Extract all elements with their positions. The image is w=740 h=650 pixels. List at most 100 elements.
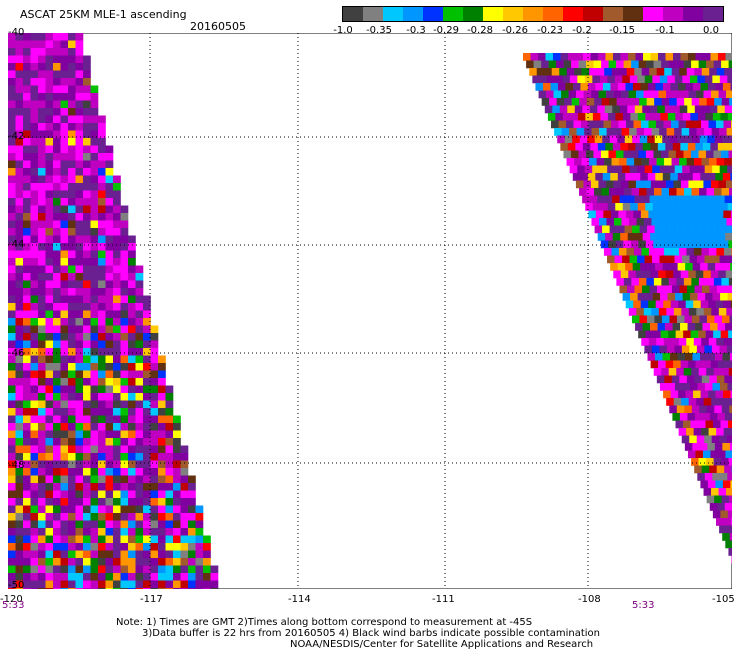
wind-cell (113, 460, 121, 469)
wind-cell (681, 398, 689, 406)
wind-cell (38, 483, 46, 491)
wind-cell (678, 300, 687, 309)
wind-cell (158, 370, 166, 379)
wind-cell (68, 340, 76, 349)
wind-cell (53, 513, 61, 521)
wind-cell (15, 415, 24, 424)
wind-cell (650, 270, 659, 279)
color-scale-swatch (503, 7, 523, 21)
wind-cell (75, 93, 84, 101)
wind-cell (721, 60, 729, 69)
wind-cell (8, 498, 16, 506)
wind-cell (666, 128, 675, 136)
wind-cell (8, 288, 16, 296)
wind-cell (667, 293, 676, 301)
wind-cell (624, 188, 632, 196)
wind-cell (684, 135, 693, 144)
wind-cell (610, 83, 619, 91)
wind-cell (726, 488, 732, 496)
wind-cell (68, 243, 76, 251)
wind-cell (650, 143, 659, 151)
wind-cell (717, 450, 726, 459)
wind-cell (30, 550, 39, 559)
wind-cell (8, 385, 16, 394)
wind-cell (128, 528, 136, 536)
wind-cell (158, 453, 166, 461)
wind-cell (180, 453, 189, 461)
wind-cell (113, 565, 121, 574)
wind-cell (645, 293, 653, 301)
wind-cell (610, 263, 618, 271)
wind-cell (8, 168, 16, 176)
wind-cell (210, 573, 219, 581)
wind-cell (724, 68, 732, 76)
wind-cell (38, 408, 46, 416)
wind-cell (68, 310, 76, 319)
wind-cell (23, 363, 31, 371)
wind-cell (188, 505, 196, 514)
wind-cell (83, 160, 91, 169)
wind-cell (38, 355, 46, 364)
wind-cell (135, 460, 144, 469)
wind-cell (688, 53, 696, 61)
wind-cell (674, 128, 682, 136)
wind-cell (712, 203, 721, 211)
wind-cell (722, 353, 731, 361)
wind-cell (158, 498, 166, 506)
wind-cell (649, 68, 658, 76)
wind-cell (553, 90, 562, 99)
wind-cell (570, 150, 579, 159)
wind-cell (83, 183, 91, 191)
wind-cell (68, 130, 76, 139)
wind-cell (135, 430, 144, 439)
wind-cell (165, 453, 174, 461)
wind-cell (53, 175, 61, 184)
wind-cell (90, 370, 99, 379)
wind-cell (135, 535, 144, 544)
wind-cell (23, 483, 31, 491)
wind-cell (83, 115, 91, 124)
wind-cell (45, 295, 54, 304)
wind-cell (98, 325, 106, 334)
wind-cell (654, 225, 663, 234)
wind-cell (703, 53, 711, 61)
wind-cell (695, 450, 704, 459)
wind-cell (158, 490, 166, 499)
wind-cell (712, 510, 721, 519)
wind-cell (158, 573, 166, 581)
wind-cell (173, 513, 181, 521)
wind-cell (728, 278, 732, 286)
wind-cell (637, 293, 646, 301)
wind-cell (38, 123, 46, 131)
wind-cell (575, 53, 584, 61)
wind-cell (704, 345, 713, 354)
wind-cell (90, 115, 99, 124)
wind-cell (150, 453, 159, 461)
wind-cell (45, 393, 54, 401)
wind-cell (719, 525, 727, 534)
wind-cell (45, 288, 54, 296)
wind-cell (629, 128, 637, 136)
wind-cell (128, 280, 136, 289)
wind-cell (60, 348, 69, 356)
map-plot-area[interactable] (8, 33, 732, 589)
wind-cell (15, 325, 24, 334)
wind-cell (633, 210, 642, 219)
wind-cell (90, 288, 99, 296)
wind-cell (8, 175, 16, 184)
wind-cell (98, 453, 106, 461)
wind-cell (721, 188, 730, 196)
wind-cell (113, 520, 121, 529)
wind-cell (697, 165, 705, 174)
wind-cell (580, 173, 589, 181)
wind-cell (90, 378, 99, 386)
wind-cell (606, 128, 615, 136)
wind-cell (587, 83, 596, 91)
wind-cell (641, 158, 650, 166)
wind-cell (689, 75, 698, 84)
wind-cell (682, 293, 691, 301)
wind-cell (584, 165, 593, 174)
wind-cell (173, 565, 181, 574)
wind-cell (635, 143, 644, 151)
wind-cell (697, 255, 705, 264)
